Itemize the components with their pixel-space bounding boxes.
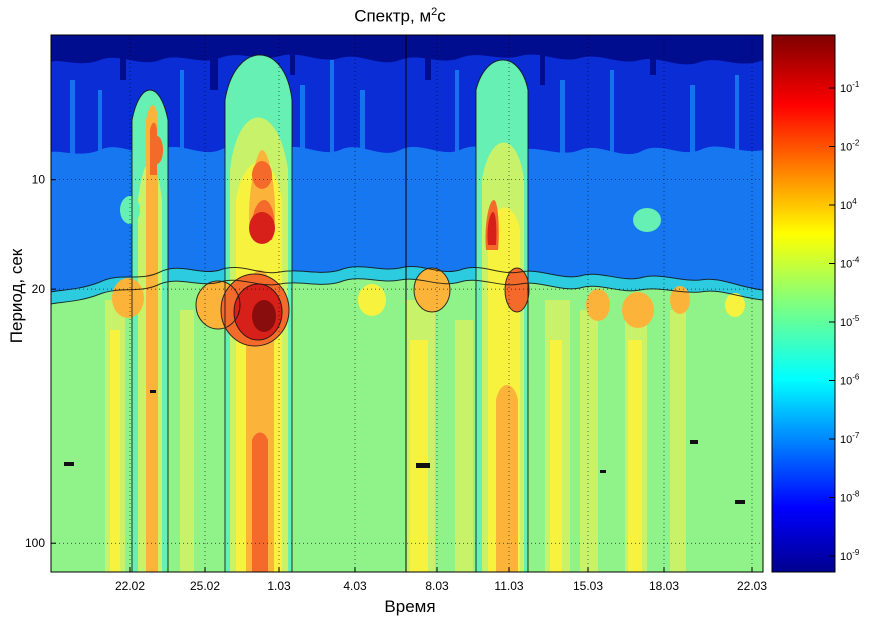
contour-fragments: [51, 54, 763, 572]
colorbar-tick-label: 10-5: [840, 314, 860, 329]
spectrogram-field: [51, 35, 763, 572]
plot-frame: [50, 34, 764, 573]
colorbar-tick-label: 10-4: [840, 256, 860, 271]
grid: [51, 35, 763, 572]
x-tick-label: 8.03: [425, 579, 449, 593]
y-axis-label: Период, сек: [7, 248, 26, 344]
y-tick-label: 10: [32, 173, 46, 187]
x-tick-label: 1.03: [267, 579, 291, 593]
x-tick-label: 11.03: [494, 579, 523, 593]
plume-11-03: [476, 60, 528, 572]
y-axis-ticks: 10 20 100: [25, 173, 56, 550]
colorbar-tick-label: 10-1: [840, 80, 860, 95]
plume-misc-yellow: [110, 330, 642, 572]
plume-22-02: [132, 90, 168, 572]
navy-streaks: [120, 35, 656, 90]
x-tick-label: 22.02: [115, 579, 145, 593]
x-tick-label: 18.03: [649, 579, 679, 593]
chart-title: Спектр, м2с: [354, 6, 446, 26]
y-tick-label: 20: [32, 282, 46, 296]
x-tick-label: 4.03: [343, 579, 367, 593]
colorbar: [771, 34, 836, 573]
x-tick-label: 25.02: [190, 579, 220, 593]
bottom-specks: [64, 390, 745, 504]
colorbar-tick-label: 10-2: [840, 139, 860, 154]
colorbar-tick-label: 10-9: [840, 548, 860, 563]
x-tick-label: 22.03: [737, 579, 767, 593]
colorbar-tick-label: 104: [840, 197, 857, 212]
blue-streaks: [70, 60, 739, 210]
field-navy-top: [51, 35, 763, 65]
colorbar-ticks: 10-1 10-2 104 10-4 10-5 10-6 10-7 10-8 10-9: [829, 80, 860, 563]
y-tick-label: 100: [25, 536, 45, 550]
x-axis-ticks: 22.02 25.02 1.03 4.03 8.03 11.03 15.03 18.03 22.…: [115, 567, 767, 593]
x-tick-label: 15.03: [573, 579, 603, 593]
x-axis-label: Время: [384, 597, 436, 616]
colorbar-tick-label: 10-8: [840, 490, 860, 505]
colorbar-tick-label: 10-6: [840, 373, 860, 388]
colorbar-tick-label: 10-7: [840, 431, 860, 446]
